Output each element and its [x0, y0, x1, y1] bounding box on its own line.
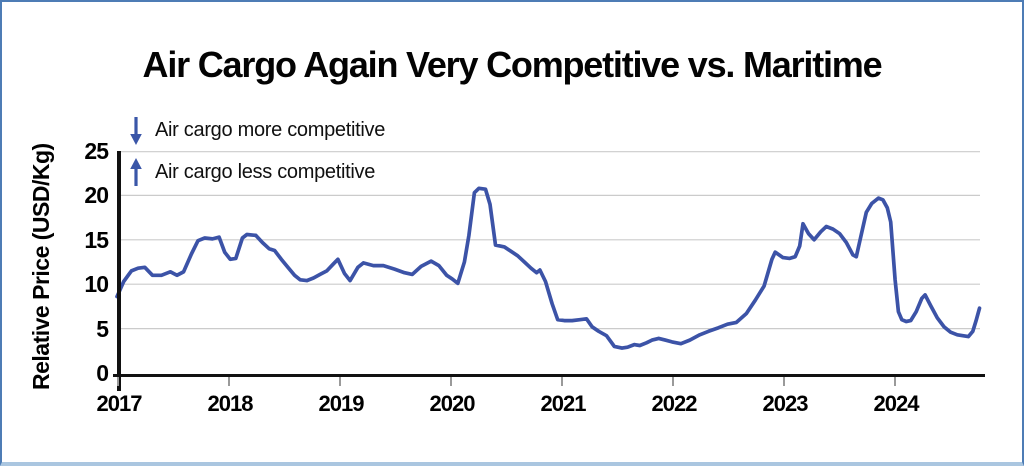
- x-tick-mark-2022: [672, 377, 674, 386]
- legend-label: Air cargo more competitive: [155, 118, 386, 141]
- x-tick-label-2017: 2017: [96, 391, 143, 416]
- legend: Air cargo more competitive Air cargo les…: [128, 114, 385, 198]
- data-line-series: [115, 186, 982, 350]
- line-chart-plot: [115, 151, 982, 350]
- legend-item-less-competitive: Air cargo less competitive: [128, 156, 385, 188]
- x-tick-mark-2018: [228, 377, 230, 386]
- chart-title: Air Cargo Again Very Competitive vs. Mar…: [142, 44, 883, 85]
- x-tick-label-2024: 2024: [873, 391, 920, 416]
- y-tick-label-15: 15: [84, 226, 109, 253]
- y-axis-line: [117, 151, 121, 391]
- x-tick-label-2021: 2021: [540, 391, 587, 416]
- y-tick-label-5: 5: [96, 315, 109, 342]
- y-tick-label-25: 25: [84, 138, 109, 164]
- x-tick-label-2022: 2022: [651, 391, 698, 416]
- legend-item-more-competitive: Air cargo more competitive: [128, 114, 385, 146]
- x-tick-label-2019: 2019: [318, 391, 365, 416]
- x-tick-label-2023: 2023: [762, 391, 809, 416]
- arrow-up-icon: [130, 157, 142, 186]
- x-tick-label-2020: 2020: [429, 391, 476, 416]
- y-tick-label-20: 20: [84, 182, 109, 209]
- x-tick-mark-2017: [117, 377, 119, 386]
- x-tick-mark-2023: [783, 377, 785, 386]
- x-tick-mark-2020: [450, 377, 452, 386]
- x-tick-mark-2021: [561, 377, 563, 386]
- y-axis-title: Relative Price (USD/Kg): [28, 143, 54, 391]
- x-tick-mark-2024: [894, 377, 896, 386]
- x-tick-mark-2019: [339, 377, 341, 386]
- y-tick-label-10: 10: [84, 271, 109, 298]
- legend-label: Air cargo less competitive: [155, 160, 376, 183]
- y-tick-label-0: 0: [96, 360, 109, 386]
- x-axis-line: [113, 373, 985, 378]
- x-tick-label-2018: 2018: [207, 391, 254, 416]
- arrow-down-icon: [130, 116, 142, 145]
